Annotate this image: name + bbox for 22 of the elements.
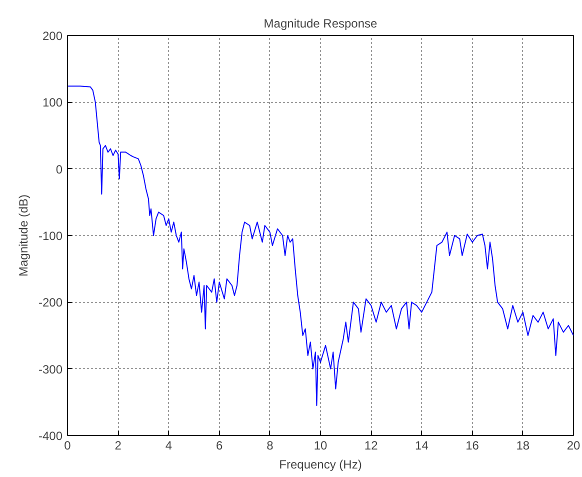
y-tick-label: -100 <box>38 229 63 243</box>
x-tick-label: 10 <box>314 438 328 452</box>
y-tick-label: -400 <box>38 429 63 443</box>
y-tick-label: 100 <box>42 96 63 110</box>
y-tick-label: 0 <box>56 162 63 176</box>
x-tick-label: 14 <box>415 438 429 452</box>
x-tick-label: 18 <box>516 438 530 452</box>
chart-title: Magnitude Response <box>264 16 378 30</box>
x-tick-label: 6 <box>216 438 223 452</box>
x-tick-label: 0 <box>64 438 72 452</box>
x-tick-label: 12 <box>364 438 378 452</box>
x-tick-label: 4 <box>165 438 172 452</box>
line-series <box>68 86 574 406</box>
y-tick-label: -200 <box>38 296 63 310</box>
y-axis-title: Magnitude (dB) <box>16 194 30 277</box>
x-tick-label: 16 <box>466 438 480 452</box>
y-tick-label: 200 <box>42 29 63 43</box>
y-tick-label: -300 <box>38 362 63 376</box>
x-tick-label: 8 <box>266 438 274 452</box>
x-tick-label: 20 <box>566 438 580 452</box>
x-axis-title: Frequency (Hz) <box>279 458 362 472</box>
x-tick-label: 2 <box>114 438 122 452</box>
